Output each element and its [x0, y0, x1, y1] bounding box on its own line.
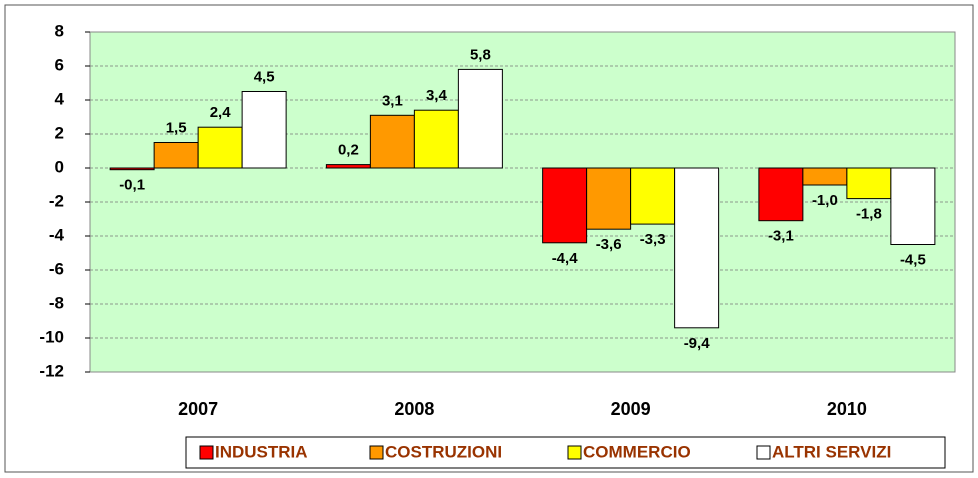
value-label: 1,5 [166, 119, 187, 136]
value-label: -3,6 [596, 236, 622, 253]
value-label: -0,1 [119, 177, 145, 194]
x-tick-label: 2007 [178, 399, 218, 419]
x-tick-label: 2008 [394, 399, 434, 419]
value-label: 5,8 [470, 46, 491, 63]
y-tick-label: -8 [49, 293, 64, 312]
x-tick-label: 2010 [827, 399, 867, 419]
y-tick-label: 4 [55, 89, 65, 108]
bar [457, 68, 503, 169]
bar [109, 167, 155, 171]
y-tick-label: -12 [39, 361, 64, 380]
bar [413, 109, 459, 169]
legend-swatch [199, 445, 214, 460]
x-tick-label: 2009 [611, 399, 651, 419]
legend-label: COSTRUZIONI [385, 442, 502, 461]
value-label: 2,4 [210, 104, 232, 121]
bar [630, 167, 676, 225]
bar [846, 167, 892, 200]
legend-label: INDUSTRIA [215, 442, 308, 461]
bar [325, 164, 371, 169]
bar [758, 167, 804, 222]
y-tick-label: -6 [49, 259, 64, 278]
bar [890, 167, 936, 245]
y-tick-label: 8 [55, 21, 64, 40]
value-label: -9,4 [684, 335, 711, 352]
bar [674, 167, 720, 329]
legend-swatch [756, 445, 771, 460]
y-tick-label: 6 [55, 55, 64, 74]
legend-label: ALTRI SERVIZI [772, 442, 891, 461]
y-tick-label: -2 [49, 191, 64, 210]
value-label: -3,3 [640, 231, 666, 248]
bar [153, 142, 199, 169]
value-label: -4,4 [552, 250, 579, 267]
bar [586, 167, 632, 230]
legend-swatch [369, 445, 384, 460]
bar [802, 167, 848, 186]
y-tick-label: -4 [49, 225, 65, 244]
legend-label: COMMERCIO [583, 442, 691, 461]
y-tick-label: -10 [39, 327, 64, 346]
bar [369, 114, 415, 169]
value-label: -1,0 [812, 192, 838, 209]
y-tick-label: 2 [55, 123, 64, 142]
value-label: -3,1 [768, 228, 794, 245]
legend-box [185, 436, 946, 469]
bar [197, 126, 243, 169]
bar [542, 167, 588, 244]
bar [241, 91, 287, 169]
y-tick-label: 0 [55, 157, 64, 176]
value-label: 0,2 [338, 142, 359, 159]
value-label: -1,8 [856, 206, 882, 223]
value-label: 3,1 [382, 92, 403, 109]
value-label: -4,5 [900, 251, 926, 268]
legend-swatch [567, 445, 582, 460]
value-label: 3,4 [426, 87, 448, 104]
value-label: 4,5 [254, 68, 275, 85]
